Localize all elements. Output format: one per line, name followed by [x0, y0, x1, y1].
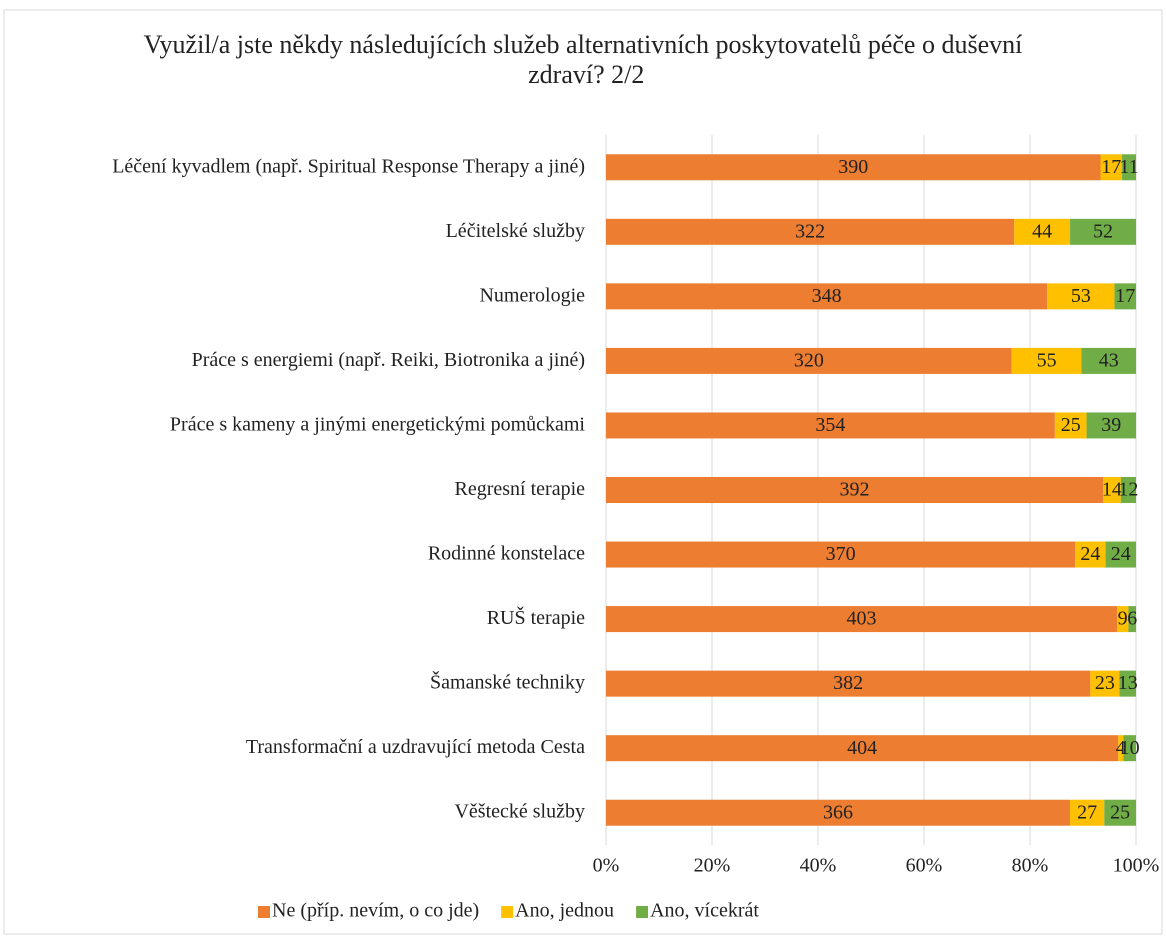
- chart-title: Využil/a jste někdy následujících služeb…: [144, 30, 1023, 89]
- y-tick-label: Věštecké služby: [454, 800, 585, 822]
- bar-segment: [1014, 218, 1071, 245]
- data-label: 354: [815, 414, 845, 436]
- bar-segment: [606, 606, 1117, 633]
- bar-segment: [1086, 412, 1136, 439]
- bar-segment: [1011, 347, 1082, 374]
- legend-swatch: [501, 906, 514, 918]
- chart-frame: [3, 9, 1163, 935]
- data-label: 370: [826, 543, 856, 565]
- bar-segment: [1081, 347, 1136, 374]
- data-label: 14: [1102, 479, 1122, 501]
- bar-segment: [606, 541, 1076, 568]
- data-label: 39: [1101, 414, 1121, 436]
- y-tick-label: Numerologie: [479, 284, 585, 306]
- bar-segment: [606, 154, 1101, 181]
- data-label: 52: [1093, 220, 1113, 242]
- data-label: 44: [1032, 220, 1052, 242]
- data-label: 4: [1116, 737, 1126, 759]
- bar-segment: [606, 799, 1071, 826]
- data-label: 17: [1115, 285, 1135, 307]
- data-label: 12: [1118, 479, 1138, 501]
- x-tick-label: 40%: [800, 855, 837, 877]
- data-label: 382: [833, 672, 863, 694]
- data-label: 55: [1037, 350, 1057, 372]
- data-label: 404: [847, 737, 877, 759]
- data-label: 43: [1099, 350, 1119, 372]
- bar-segment: [1054, 412, 1087, 439]
- bar-segment: [1119, 670, 1136, 697]
- legend-label: Ano, vícekrát: [650, 900, 759, 922]
- y-tick-label: Regresní terapie: [455, 478, 586, 500]
- data-label: 348: [812, 285, 842, 307]
- bar-segment: [606, 283, 1048, 310]
- bar-segment: [1120, 477, 1136, 503]
- data-label: 390: [838, 156, 868, 178]
- bar-segment: [1070, 799, 1105, 826]
- data-label: 27: [1077, 801, 1097, 823]
- bar-segment: [1123, 735, 1136, 762]
- bar-segment: [606, 347, 1012, 374]
- y-tick-label: Léčitelské služby: [446, 219, 585, 241]
- data-label: 392: [840, 479, 870, 501]
- data-label: 25: [1110, 801, 1130, 823]
- y-tick-label: Léčení kyvadlem (např. Spiritual Respons…: [112, 155, 585, 177]
- y-tick-label: Šamanské techniky: [430, 669, 585, 693]
- data-label: 9: [1118, 608, 1128, 630]
- bar-segment: [1090, 670, 1120, 697]
- bar-segment: [606, 218, 1015, 245]
- bar-segment: [1103, 477, 1121, 503]
- bar-segment: [606, 670, 1091, 697]
- data-label: 24: [1111, 543, 1131, 565]
- data-label: 11: [1119, 156, 1138, 178]
- x-tick-label: 80%: [1012, 855, 1049, 877]
- data-label: 53: [1071, 285, 1091, 307]
- y-tick-label: Práce s kameny a jinými energetickými po…: [170, 413, 586, 435]
- legend-swatch: [258, 906, 270, 918]
- bar-segment: [606, 735, 1119, 762]
- x-tick-label: 0%: [593, 855, 620, 877]
- bar-segment: [1075, 541, 1106, 568]
- bar-segment: [1104, 799, 1136, 826]
- bar-segment: [1116, 606, 1129, 633]
- y-tick-label: Transformační a uzdravující metoda Cesta: [246, 736, 585, 758]
- legend-label: Ne (příp. nevím, o co jde): [272, 900, 479, 922]
- bar-segment: [1100, 154, 1123, 181]
- y-tick-label: RUŠ terapie: [487, 605, 585, 629]
- bar-segment: [606, 477, 1104, 503]
- data-label: 23: [1095, 672, 1115, 694]
- data-label: 17: [1101, 156, 1121, 178]
- bar-segment: [1128, 606, 1136, 633]
- bar-segment: [1118, 735, 1124, 762]
- data-label: 322: [795, 220, 825, 242]
- y-tick-label: Rodinné konstelace: [428, 542, 585, 564]
- data-label: 13: [1118, 672, 1138, 694]
- legend-label: Ano, jednou: [515, 900, 614, 922]
- data-label: 403: [846, 608, 876, 630]
- y-tick-label: Práce s energiemi (např. Reiki, Biotroni…: [192, 349, 585, 371]
- legend-swatch: [636, 906, 649, 918]
- data-label: 25: [1061, 414, 1081, 436]
- x-tick-label: 60%: [906, 855, 943, 877]
- bar-segment: [1122, 154, 1136, 181]
- data-label: 366: [823, 801, 853, 823]
- bar-segment: [1114, 283, 1136, 310]
- bar-segment: [606, 412, 1055, 439]
- bar-segment: [1070, 218, 1136, 245]
- x-tick-label: 20%: [694, 855, 731, 877]
- data-label: 6: [1127, 608, 1137, 630]
- bar-segment: [1105, 541, 1136, 568]
- bar-segment: [1047, 283, 1115, 310]
- data-label: 10: [1120, 737, 1140, 759]
- x-tick-label: 100%: [1113, 855, 1160, 877]
- data-label: 24: [1080, 543, 1100, 565]
- data-label: 320: [794, 350, 824, 372]
